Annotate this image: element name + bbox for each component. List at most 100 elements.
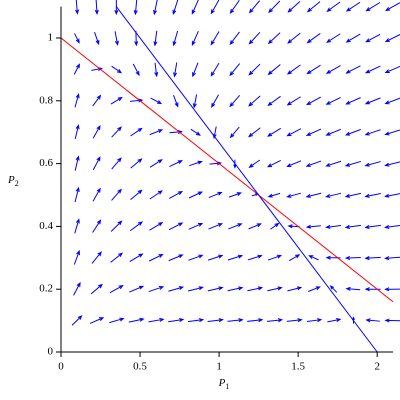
field-arrow — [344, 224, 362, 229]
field-arrow — [133, 0, 138, 16]
field-arrow — [384, 65, 400, 74]
field-arrow — [384, 224, 400, 229]
field-arrow — [173, 95, 179, 108]
field-arrow — [229, 126, 240, 139]
field-arrow — [187, 286, 204, 292]
field-arrow — [247, 254, 263, 261]
field-arrow — [109, 317, 125, 324]
field-arrow — [325, 192, 342, 198]
field-arrow — [288, 254, 301, 262]
field-arrow — [248, 0, 261, 14]
x-tick-label: 1.5 — [291, 361, 305, 373]
field-arrow — [110, 96, 123, 105]
field-arrow — [286, 64, 301, 75]
field-arrow — [364, 65, 381, 74]
field-arrow — [286, 96, 301, 106]
field-arrow — [75, 0, 80, 15]
y-label-base: P — [7, 174, 15, 186]
field-arrow — [384, 97, 400, 105]
field-arrow — [227, 254, 244, 261]
field-arrow — [94, 31, 100, 46]
field-arrow — [109, 285, 124, 294]
field-arrow — [92, 125, 101, 139]
field-arrow — [211, 94, 220, 108]
field-arrow — [344, 192, 362, 198]
field-arrow — [327, 318, 342, 323]
field-arrow — [384, 2, 400, 12]
field-arrow — [74, 218, 80, 234]
field-arrow — [325, 65, 341, 74]
field-arrow — [149, 190, 163, 200]
field-arrow — [192, 94, 198, 109]
field-arrow — [345, 286, 361, 291]
field-arrow — [248, 127, 261, 138]
field-arrow — [306, 33, 321, 44]
field-arrow — [128, 317, 145, 323]
field-arrow — [110, 220, 123, 232]
field-arrow — [173, 62, 178, 78]
field-arrow — [365, 318, 380, 323]
y-tick-label: 1 — [48, 32, 54, 44]
field-arrow — [172, 30, 179, 47]
x-tick-label: 2 — [374, 361, 380, 373]
field-arrow — [130, 127, 143, 137]
field-arrow — [287, 32, 301, 44]
field-arrow — [365, 2, 381, 12]
field-arrow — [267, 286, 283, 292]
field-arrow — [267, 95, 281, 107]
field-arrow — [210, 62, 220, 77]
field-arrow — [344, 129, 361, 136]
field-arrow — [267, 64, 281, 76]
field-arrow — [74, 33, 80, 44]
field-arrow — [74, 124, 80, 140]
field-arrow — [73, 281, 81, 296]
field-arrow — [71, 315, 83, 326]
field-arrow — [153, 0, 158, 16]
field-arrow — [384, 256, 400, 261]
field-arrow — [306, 64, 321, 75]
field-arrow — [130, 158, 143, 169]
x-axis-label: P1 — [218, 377, 230, 391]
field-arrow — [190, 128, 201, 136]
field-arrow — [364, 224, 381, 229]
field-arrow — [191, 0, 199, 15]
x-tick-label: 1 — [216, 361, 222, 373]
field-arrow — [208, 223, 224, 230]
field-arrow — [247, 318, 264, 323]
field-arrow — [384, 34, 400, 43]
field-arrow — [168, 286, 185, 292]
field-arrow — [189, 160, 203, 167]
field-arrow — [266, 318, 284, 323]
y-tick-label: 0.6 — [39, 157, 53, 169]
field-arrow — [111, 126, 122, 138]
field-arrow — [227, 286, 244, 292]
field-arrow — [305, 128, 322, 136]
field-arrow — [169, 190, 184, 199]
field-arrow — [92, 94, 102, 107]
field-arrow — [153, 30, 158, 47]
nullcline — [115, 6, 378, 353]
field-arrow — [94, 0, 99, 15]
field-arrow — [148, 317, 165, 323]
field-arrow — [110, 252, 124, 263]
y-axis-label: P2 — [7, 174, 19, 188]
x-tick-label: 0.5 — [133, 361, 147, 373]
field-arrow — [229, 31, 240, 46]
field-arrow — [149, 221, 164, 231]
field-arrow — [305, 192, 322, 198]
field-arrow — [229, 63, 241, 77]
field-arrow — [92, 187, 101, 202]
field-arrow — [92, 156, 101, 171]
field-arrow — [228, 192, 242, 198]
field-arrow — [228, 223, 243, 230]
field-arrow — [308, 286, 321, 292]
field-arrow — [384, 287, 400, 292]
field-arrow — [364, 129, 381, 136]
field-arrow — [229, 94, 241, 108]
field-arrow — [187, 318, 205, 323]
field-arrow — [384, 318, 400, 323]
field-arrow — [248, 63, 261, 76]
field-arrow — [73, 249, 80, 265]
field-arrow — [129, 285, 145, 293]
y-tick-label: 0.4 — [39, 220, 53, 232]
